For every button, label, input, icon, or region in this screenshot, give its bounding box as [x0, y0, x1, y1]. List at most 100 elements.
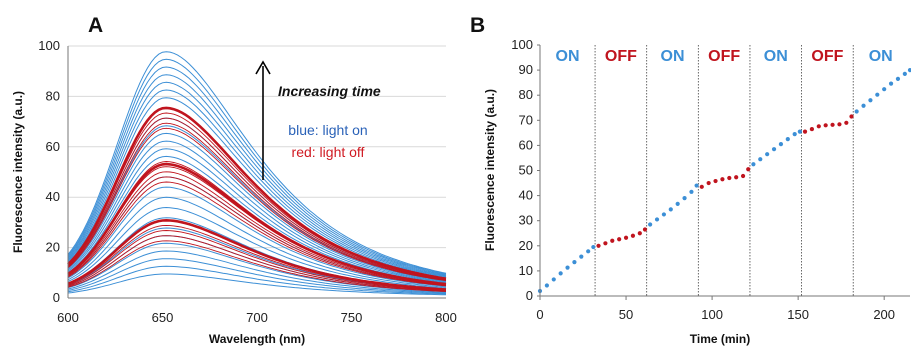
data-point-light-on: [661, 212, 667, 217]
spectrum-light-off: [67, 181, 447, 287]
data-point-light-on: [854, 109, 859, 114]
panel-b-y-tick: 80: [519, 87, 533, 102]
spectrum-light-on: [67, 273, 447, 296]
phase-label-off: OFF: [708, 48, 740, 65]
data-point-light-on: [765, 152, 770, 157]
spectrum-light-off: [67, 230, 447, 292]
data-point-light-on: [882, 87, 887, 92]
panel-b-label: B: [470, 14, 485, 37]
panel-b-points: [537, 68, 911, 294]
spectrum-light-on: [67, 258, 447, 294]
panel-b-y-tick: 90: [519, 62, 533, 77]
panel-a-y-tick: 20: [46, 240, 60, 255]
panel-a-x-label: Wavelength (nm): [209, 332, 305, 346]
spectrum-light-on: [67, 196, 447, 288]
panel-b-x-ticks: 0 50 100 150 200: [536, 296, 895, 322]
data-point-light-on: [551, 277, 556, 282]
data-point-light-on: [654, 217, 660, 222]
data-point-light-on: [902, 71, 907, 76]
data-point-light-on: [586, 249, 591, 254]
data-point-light-on: [785, 137, 790, 142]
data-point-light-off: [809, 126, 815, 132]
panel-a-x-tick: 700: [246, 310, 268, 325]
data-point-light-on: [682, 196, 687, 201]
spectrum-light-on: [67, 148, 447, 284]
spectrum-light-off-highlight: [67, 218, 447, 291]
panel-b-y-label: Fluorescence intensity (a.u.): [483, 89, 497, 251]
panel-a-y-tick: 40: [46, 189, 60, 204]
panel-b-y-tick: 100: [511, 37, 533, 52]
legend-light-on: blue: light on: [288, 122, 367, 138]
panel-b-y-tick: 20: [519, 238, 533, 253]
panel-b-y-ticks: 0 10 20 30 40 50 60 70 80 90 100: [511, 37, 540, 303]
data-point-light-off: [713, 178, 718, 184]
data-point-light-on: [907, 68, 911, 73]
panel-b-x-tick: 50: [619, 307, 633, 322]
phase-label-on: ON: [661, 48, 685, 65]
data-point-light-on: [565, 265, 570, 270]
data-point-light-on: [591, 244, 596, 250]
data-point-light-off: [630, 233, 636, 238]
panel-a-x-tick: 750: [341, 310, 363, 325]
panel-b-y-tick: 0: [526, 288, 533, 303]
data-point-light-on: [648, 222, 653, 227]
data-point-light-on: [572, 260, 577, 265]
data-point-light-on: [544, 283, 549, 288]
spectrum-light-on: [67, 265, 447, 295]
panel-b-x-tick: 100: [701, 307, 723, 322]
data-point-light-on: [797, 129, 802, 134]
panel-a-y-tick: 60: [46, 139, 60, 154]
panel-b-y-tick: 10: [519, 263, 533, 278]
spectrum-light-on: [67, 132, 447, 282]
arrow-annotation: Increasing time: [278, 83, 381, 99]
data-point-light-off: [617, 237, 622, 242]
spectrum-light-on: [67, 58, 447, 275]
spectrum-light-off: [67, 240, 447, 293]
data-point-light-on: [861, 103, 866, 108]
panel-a-y-ticks: 0 20 40 60 80 100: [38, 38, 60, 305]
data-point-light-off: [816, 124, 821, 129]
data-point-light-on: [875, 92, 880, 97]
data-point-light-off: [849, 114, 854, 119]
data-point-light-off: [642, 227, 648, 232]
phase-label-on: ON: [556, 48, 580, 65]
data-point-light-off: [720, 177, 725, 182]
data-point-light-off: [823, 123, 828, 128]
spectrum-light-on: [67, 74, 447, 276]
data-point-light-on: [694, 183, 699, 188]
data-point-light-off: [802, 129, 808, 134]
data-point-light-on: [751, 162, 756, 167]
data-point-light-off: [623, 235, 629, 240]
spectrum-light-on: [67, 66, 447, 276]
data-point-light-off: [844, 120, 849, 125]
panel-a-y-tick: 80: [46, 88, 60, 103]
spectrum-light-off: [67, 127, 447, 282]
panel-b-y-tick: 40: [519, 188, 533, 203]
phase-boundaries: [594, 45, 854, 296]
panel-b-x-tick: 0: [536, 307, 543, 322]
phase-label-on: ON: [869, 48, 893, 65]
data-point-light-on: [778, 142, 784, 147]
legend-light-off: red: light off: [292, 144, 365, 160]
data-point-light-off: [603, 241, 608, 246]
data-point-light-on: [771, 147, 777, 152]
data-point-light-on: [558, 271, 563, 276]
panel-a-y-tick: 100: [38, 38, 60, 53]
data-point-light-on: [758, 157, 763, 162]
data-point-light-on: [888, 81, 894, 86]
panel-a-curves: [67, 51, 447, 296]
arrow-head-icon: [255, 60, 271, 75]
data-point-light-off: [699, 184, 704, 189]
panel-b-y-tick: 70: [519, 112, 533, 127]
spectrum-light-on: [67, 186, 447, 287]
panel-b-y-tick: 60: [519, 137, 533, 152]
data-point-light-off: [596, 243, 601, 248]
panel-a-label: A: [88, 14, 103, 37]
data-point-light-off: [706, 180, 711, 186]
data-point-light-off: [740, 173, 746, 179]
spectrum-light-on: [67, 140, 447, 283]
data-point-light-off: [727, 175, 732, 181]
spectrum-light-on: [67, 89, 447, 278]
panel-b-x-label: Time (min): [690, 332, 750, 346]
